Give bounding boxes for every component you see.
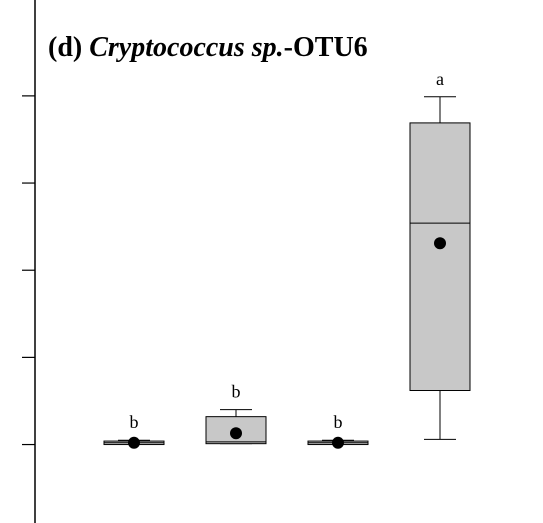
title-part: (d) [48, 32, 89, 63]
group-letter: b [334, 412, 343, 432]
title-part: Cryptococcus sp. [89, 32, 283, 63]
group-letter: b [232, 382, 241, 402]
mean-dot [434, 237, 446, 250]
group-letter: b [130, 412, 139, 432]
group-letter: a [436, 69, 444, 89]
mean-dot [230, 427, 242, 440]
title-part: -OTU6 [284, 32, 368, 63]
mean-dot [332, 436, 344, 449]
chart-title: (d) Cryptococcus sp.-OTU6 [48, 32, 368, 63]
box [409, 122, 471, 392]
mean-dot [128, 436, 140, 449]
